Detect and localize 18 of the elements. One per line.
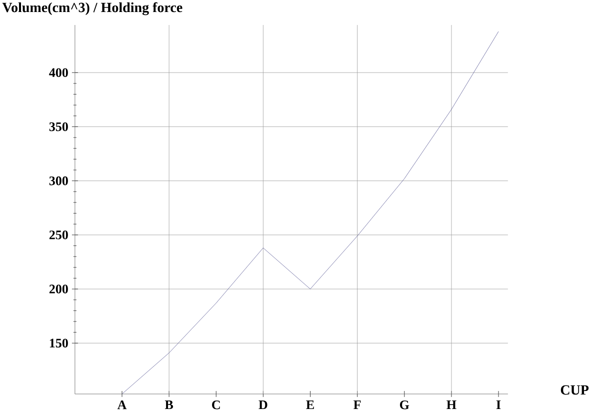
x-tick-label: B	[164, 400, 174, 410]
y-tick-label: 150	[50, 338, 68, 348]
y-axis-title: Volume(cm^3) / Holding force	[2, 2, 182, 16]
y-tick-label: 350	[49, 122, 68, 132]
y-tick-label: 200	[49, 284, 68, 294]
x-tick-label: G	[400, 400, 410, 410]
x-tick-label: F	[354, 400, 361, 410]
y-tick-label: 400	[49, 68, 68, 77]
x-tick-label: H	[446, 400, 456, 410]
x-axis-title: CUP	[560, 385, 589, 395]
line-series	[122, 31, 499, 394]
x-tick-label: D	[258, 400, 268, 410]
x-tick-label: E	[306, 400, 314, 410]
x-tick-label: I	[496, 400, 501, 410]
y-tick-label: 300	[49, 176, 68, 186]
y-tick-label: 250	[49, 230, 68, 240]
x-tick-label: A	[117, 400, 127, 410]
x-tick-label: C	[212, 400, 220, 410]
